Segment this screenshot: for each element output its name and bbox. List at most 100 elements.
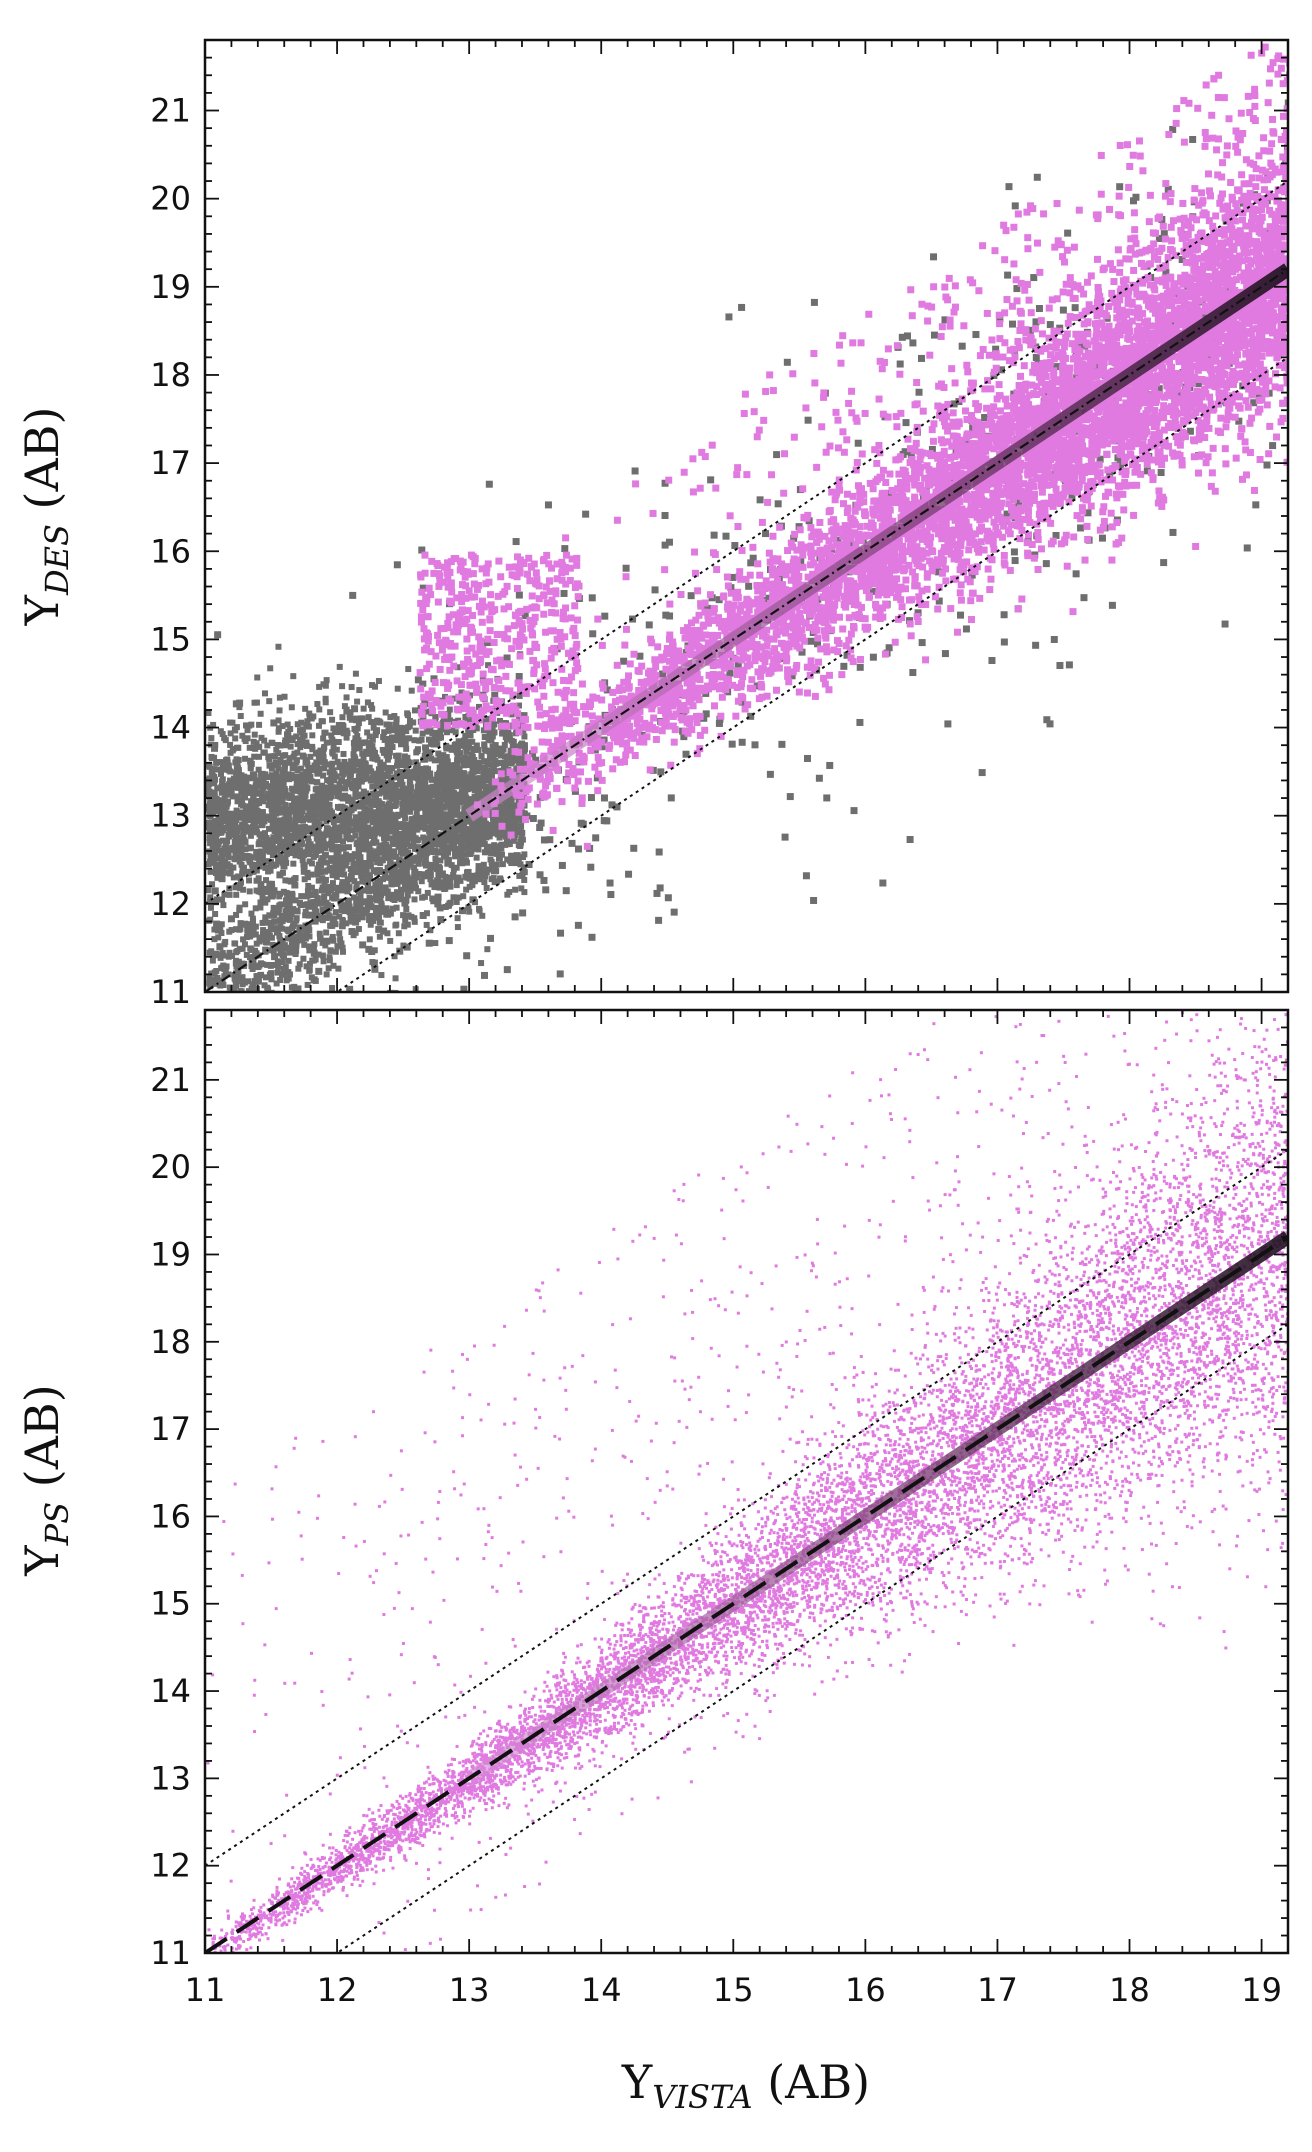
top-grey-point: [273, 746, 280, 753]
top-grey-point: [206, 781, 213, 788]
top-grey-point: [395, 930, 402, 937]
top-grey-point: [393, 827, 400, 834]
top-grey-point: [506, 888, 513, 895]
top-grey-point: [208, 948, 215, 955]
top-grey-point: [388, 881, 395, 888]
top-grey-point: [280, 888, 287, 895]
top-grey-point: [220, 902, 227, 909]
top-grey-point: [402, 815, 409, 822]
top-grey-point: [339, 812, 347, 820]
top-grey-point: [220, 827, 227, 834]
top-grey-point: [1032, 641, 1040, 649]
top-grey-point: [731, 542, 739, 550]
top-grey-point: [219, 763, 226, 770]
top-grey-point: [283, 913, 290, 920]
top-grey-point: [376, 919, 383, 926]
top-grey-point: [356, 687, 363, 694]
top-grey-point: [497, 717, 504, 724]
top-grey-point: [389, 905, 396, 912]
top-grey-point: [392, 975, 399, 982]
top-grey-point: [442, 873, 449, 880]
top-grey-point: [340, 794, 348, 802]
top-grey-point: [499, 803, 506, 810]
top-grey-point: [517, 861, 524, 868]
top-grey-point: [235, 767, 242, 774]
top-grey-point: [288, 840, 295, 847]
top-grey-point: [242, 901, 249, 908]
top-grey-point: [521, 889, 528, 896]
top-grey-point: [322, 682, 329, 689]
top-grey-point: [424, 728, 431, 735]
top-grey-point: [296, 961, 303, 968]
top-grey-point: [388, 811, 395, 818]
top-grey-point: [496, 844, 503, 851]
top-grey-point: [389, 891, 396, 898]
top-grey-point: [394, 880, 401, 887]
top-grey-point: [264, 984, 271, 991]
top-grey-point: [348, 758, 355, 765]
top-grey-point: [319, 906, 326, 913]
top-grey-point: [521, 733, 528, 740]
top-grey-point: [455, 765, 462, 772]
top-grey-point: [1162, 269, 1170, 277]
top-grey-point: [226, 831, 233, 838]
top-grey-point: [620, 657, 628, 665]
top-grey-point: [434, 848, 442, 856]
top-grey-point: [399, 781, 406, 788]
top-grey-point: [588, 594, 596, 602]
top-grey-point: [465, 904, 472, 911]
top-grey-point: [233, 764, 240, 771]
top-grey-point: [382, 870, 389, 877]
top-grey-point: [485, 866, 492, 873]
top-grey-point: [471, 746, 478, 753]
top-grey-point: [427, 740, 434, 747]
top-grey-point: [558, 861, 566, 869]
top-grey-point: [302, 912, 309, 919]
top-grey-point: [225, 971, 232, 978]
top-grey-point: [253, 973, 260, 980]
top-grey-point: [515, 702, 522, 709]
top-grey-point: [423, 910, 430, 917]
top-grey-point: [369, 815, 376, 822]
top-grey-point: [282, 788, 289, 795]
top-grey-point: [377, 860, 384, 867]
top-grey-point: [337, 900, 344, 907]
top-grey-point: [502, 728, 509, 735]
top-grey-point: [365, 743, 372, 750]
top-grey-point: [307, 841, 314, 848]
top-grey-point: [213, 920, 221, 928]
top-grey-point: [282, 877, 289, 884]
top-grey-point: [453, 794, 460, 801]
top-grey-point: [848, 541, 856, 549]
top-grey-point: [473, 854, 480, 861]
top-grey-point: [364, 795, 371, 802]
top-grey-point: [710, 531, 718, 539]
top-grey-point: [211, 851, 219, 859]
top-grey-point: [207, 894, 214, 901]
top-grey-point: [321, 765, 328, 772]
top-grey-point: [461, 737, 468, 744]
top-grey-point: [446, 832, 453, 839]
top-grey-point: [379, 829, 386, 836]
top-grey-point: [537, 819, 545, 827]
top-grey-point: [341, 818, 348, 825]
top-grey-point: [266, 774, 273, 781]
top-grey-point: [363, 817, 370, 824]
top-grey-point: [510, 802, 517, 809]
top-grey-point: [508, 806, 515, 813]
top-grey-point: [450, 894, 457, 901]
top-grey-point: [353, 881, 360, 888]
top-grey-point: [229, 719, 236, 726]
top-grey-point: [330, 962, 337, 969]
top-grey-point: [856, 718, 864, 726]
top-grey-point: [271, 953, 279, 961]
top-grey-point: [233, 970, 240, 977]
top-grey-point: [424, 771, 431, 778]
top-grey-point: [275, 725, 282, 732]
top-grey-point: [427, 802, 434, 809]
top-grey-point: [383, 910, 391, 918]
top-grey-point: [397, 724, 404, 731]
top-grey-point: [218, 818, 225, 825]
top-grey-point: [287, 826, 294, 833]
